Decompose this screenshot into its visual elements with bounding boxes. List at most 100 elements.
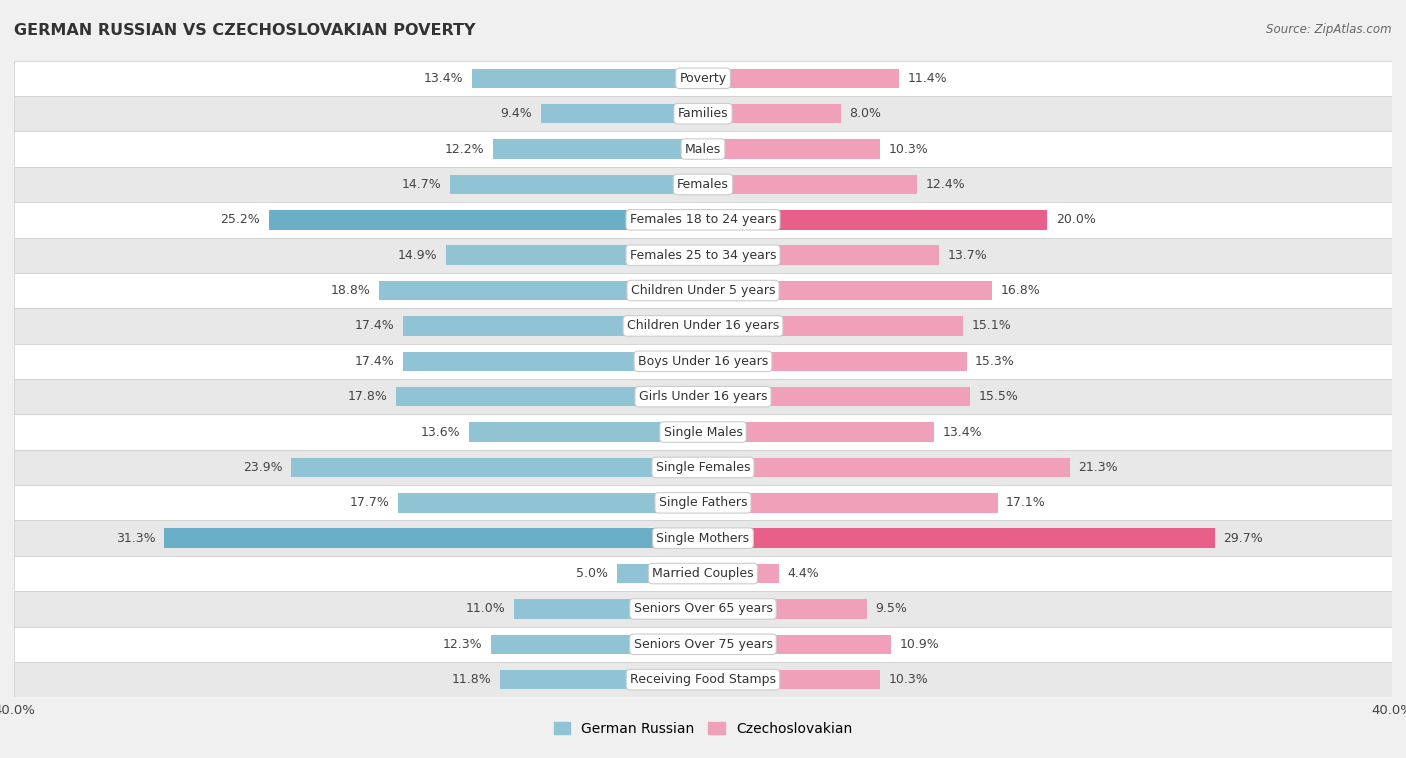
Bar [513, 600, 703, 619]
Text: 14.9%: 14.9% [398, 249, 437, 262]
Text: 12.3%: 12.3% [443, 637, 482, 651]
Text: 15.1%: 15.1% [972, 319, 1011, 333]
Text: 5.0%: 5.0% [576, 567, 609, 580]
Text: 21.3%: 21.3% [1078, 461, 1118, 474]
Bar [703, 316, 963, 336]
Bar [472, 69, 703, 88]
Text: 4.4%: 4.4% [787, 567, 820, 580]
Text: 23.9%: 23.9% [243, 461, 283, 474]
Text: Receiving Food Stamps: Receiving Food Stamps [630, 673, 776, 686]
Text: Single Mothers: Single Mothers [657, 531, 749, 545]
Bar [703, 422, 934, 442]
Text: 11.8%: 11.8% [451, 673, 491, 686]
Bar [450, 175, 703, 194]
Text: Single Males: Single Males [664, 425, 742, 439]
Text: 8.0%: 8.0% [849, 107, 882, 121]
Bar [491, 634, 703, 654]
Bar [703, 69, 900, 88]
Text: Source: ZipAtlas.com: Source: ZipAtlas.com [1267, 23, 1392, 36]
Bar [494, 139, 703, 159]
Bar [703, 175, 917, 194]
Bar [291, 458, 703, 478]
Text: Single Females: Single Females [655, 461, 751, 474]
Bar [446, 246, 703, 265]
Text: Girls Under 16 years: Girls Under 16 years [638, 390, 768, 403]
Bar [380, 281, 703, 300]
Text: Children Under 5 years: Children Under 5 years [631, 284, 775, 297]
Bar [14, 379, 1392, 415]
Text: 20.0%: 20.0% [1056, 213, 1095, 227]
Text: Males: Males [685, 143, 721, 155]
Bar [14, 521, 1392, 556]
Bar [14, 343, 1392, 379]
Bar [468, 422, 703, 442]
Bar [165, 528, 703, 548]
Bar [703, 104, 841, 124]
Text: 29.7%: 29.7% [1223, 531, 1263, 545]
Bar [404, 352, 703, 371]
Text: GERMAN RUSSIAN VS CZECHOSLOVAKIAN POVERTY: GERMAN RUSSIAN VS CZECHOSLOVAKIAN POVERT… [14, 23, 475, 38]
Bar [14, 485, 1392, 521]
Text: 17.7%: 17.7% [350, 496, 389, 509]
Text: Single Fathers: Single Fathers [659, 496, 747, 509]
Text: Seniors Over 75 years: Seniors Over 75 years [634, 637, 772, 651]
Bar [14, 131, 1392, 167]
Text: Children Under 16 years: Children Under 16 years [627, 319, 779, 333]
Bar [703, 139, 880, 159]
Text: Females 25 to 34 years: Females 25 to 34 years [630, 249, 776, 262]
Bar [14, 167, 1392, 202]
Bar [14, 449, 1392, 485]
Bar [14, 273, 1392, 309]
Text: 10.3%: 10.3% [889, 143, 929, 155]
Bar [541, 104, 703, 124]
Bar [396, 387, 703, 406]
Text: 17.4%: 17.4% [354, 355, 395, 368]
Text: Seniors Over 65 years: Seniors Over 65 years [634, 603, 772, 615]
Text: 17.1%: 17.1% [1007, 496, 1046, 509]
Bar [14, 202, 1392, 237]
Bar [14, 237, 1392, 273]
Bar [703, 528, 1215, 548]
Bar [617, 564, 703, 584]
Bar [499, 670, 703, 690]
Bar [703, 634, 891, 654]
Text: 9.4%: 9.4% [501, 107, 533, 121]
Text: 18.8%: 18.8% [330, 284, 371, 297]
Text: 13.4%: 13.4% [942, 425, 981, 439]
Text: Families: Families [678, 107, 728, 121]
Bar [703, 246, 939, 265]
Bar [14, 627, 1392, 662]
Bar [14, 591, 1392, 627]
Text: Poverty: Poverty [679, 72, 727, 85]
Bar [703, 458, 1070, 478]
Bar [703, 564, 779, 584]
Text: Married Couples: Married Couples [652, 567, 754, 580]
Text: 12.4%: 12.4% [925, 178, 965, 191]
Bar [269, 210, 703, 230]
Bar [703, 210, 1047, 230]
Text: 9.5%: 9.5% [875, 603, 907, 615]
Bar [14, 61, 1392, 96]
Bar [14, 309, 1392, 343]
Text: 13.7%: 13.7% [948, 249, 987, 262]
Legend: German Russian, Czechoslovakian: German Russian, Czechoslovakian [548, 716, 858, 741]
Bar [404, 316, 703, 336]
Bar [14, 662, 1392, 697]
Text: 15.5%: 15.5% [979, 390, 1018, 403]
Text: 10.9%: 10.9% [900, 637, 939, 651]
Bar [703, 670, 880, 690]
Bar [14, 556, 1392, 591]
Text: 17.8%: 17.8% [347, 390, 388, 403]
Text: Females: Females [678, 178, 728, 191]
Text: 11.0%: 11.0% [465, 603, 505, 615]
Bar [14, 96, 1392, 131]
Text: 13.6%: 13.6% [420, 425, 460, 439]
Bar [14, 415, 1392, 449]
Text: 16.8%: 16.8% [1001, 284, 1040, 297]
Text: 12.2%: 12.2% [444, 143, 484, 155]
Text: 10.3%: 10.3% [889, 673, 929, 686]
Text: Females 18 to 24 years: Females 18 to 24 years [630, 213, 776, 227]
Bar [398, 493, 703, 512]
Text: 14.7%: 14.7% [402, 178, 441, 191]
Bar [703, 493, 997, 512]
